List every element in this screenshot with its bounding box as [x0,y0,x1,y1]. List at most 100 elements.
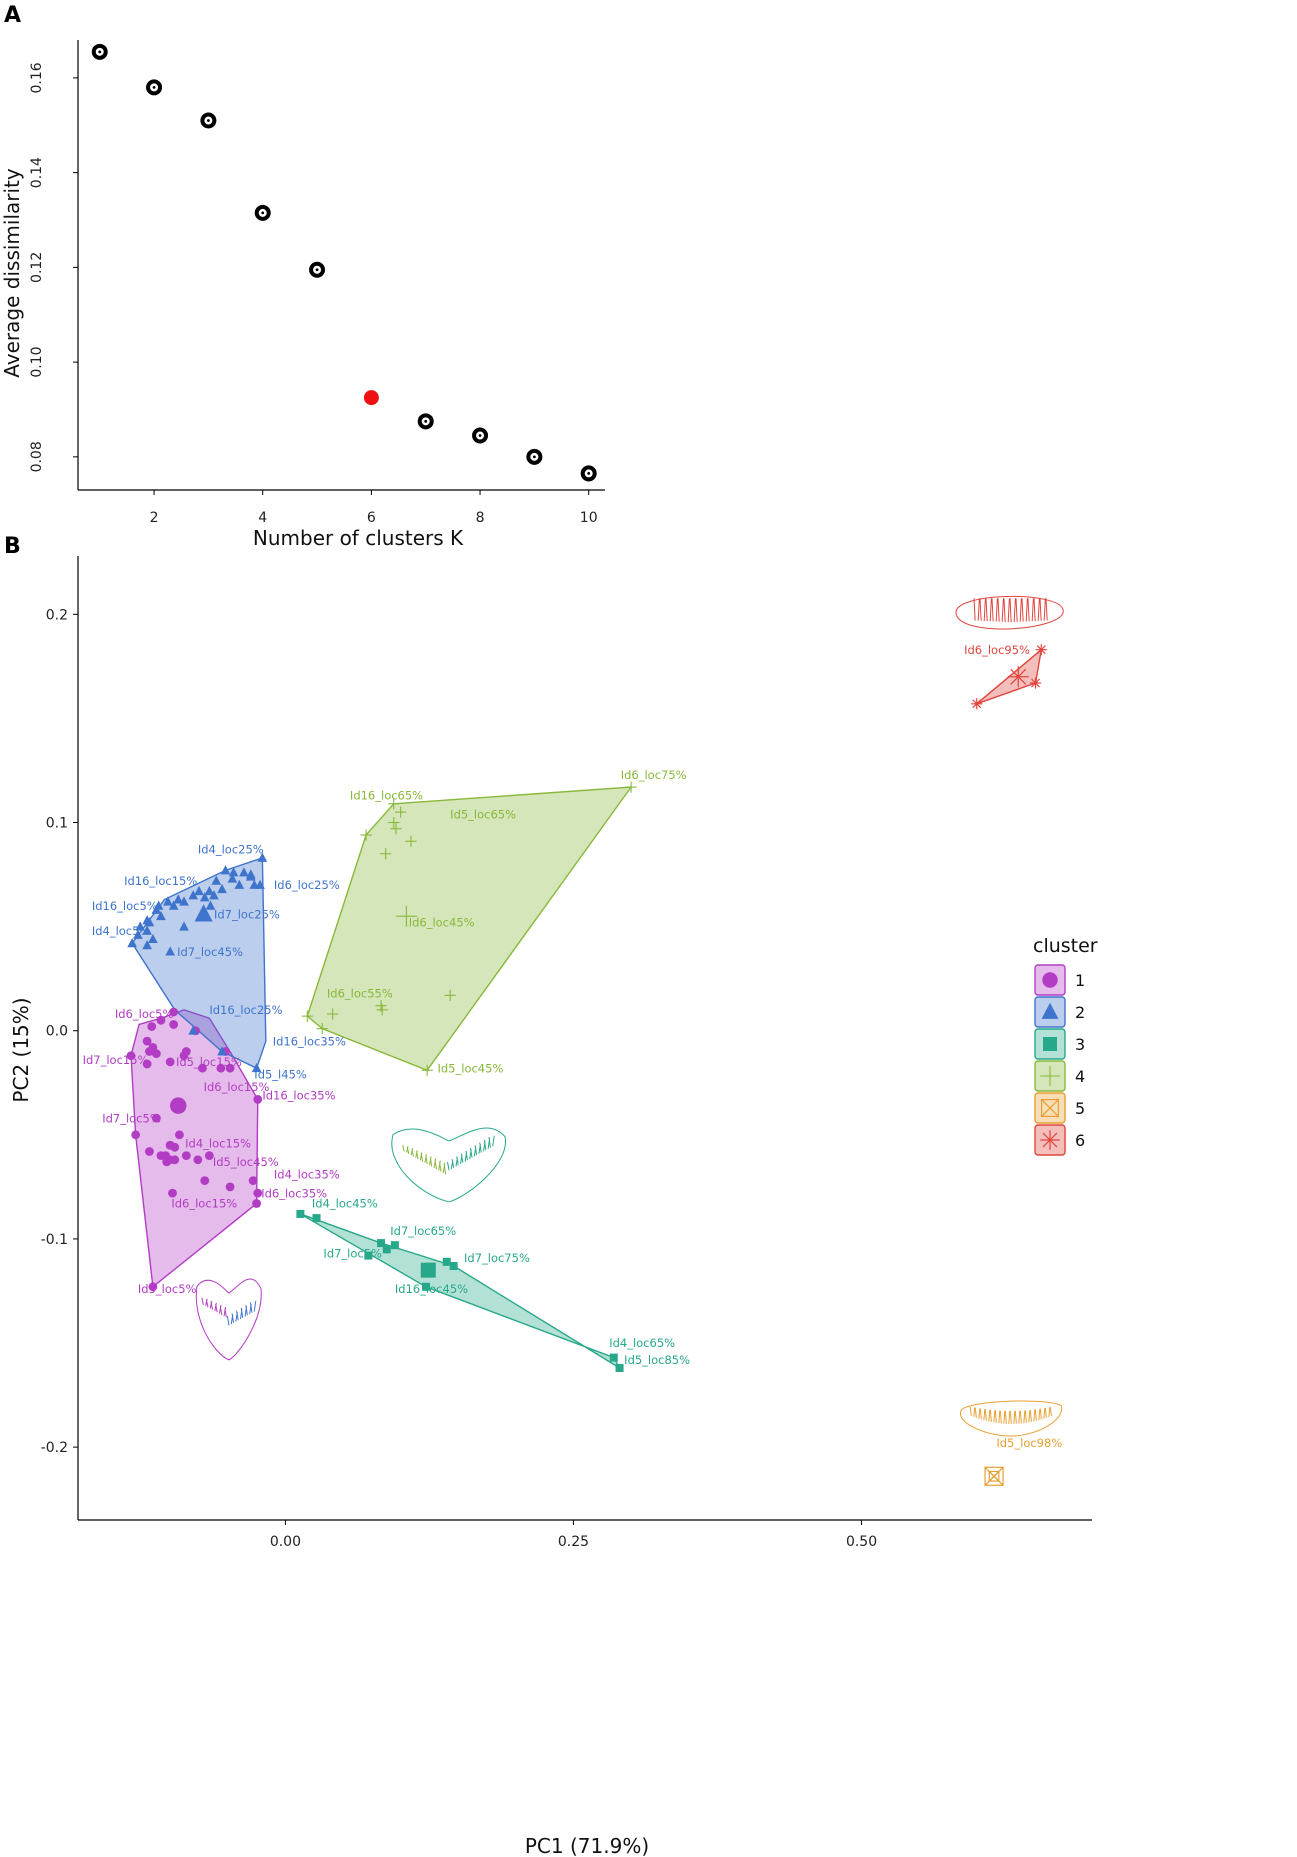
cluster-1-point [253,1188,263,1198]
cluster-1-point [198,1063,207,1073]
cluster-4-point [301,1010,313,1022]
point-label: Id7_loc5% [323,1247,382,1261]
legend-marker-1 [1042,972,1058,988]
cluster-3-point [390,1241,399,1250]
cluster-1-point [147,1022,157,1031]
legend-label-6: 6 [1075,1131,1085,1150]
legend-marker-4 [1040,1066,1060,1086]
cluster-2-point [257,852,268,862]
cluster-3-point [382,1245,391,1254]
y-tick-label: -0.2 [41,1440,68,1456]
cluster-1-point [142,1036,152,1046]
legend-label-4: 4 [1075,1067,1085,1086]
highlight-point [363,390,379,406]
cluster-4-point [444,989,456,1001]
cluster-3-point [609,1353,618,1362]
cluster-2-point [209,890,219,900]
cluster-4-point [395,806,407,818]
cluster-1-point [200,1176,210,1186]
elbow-point-center [152,85,156,89]
cluster-3-centroid [420,1262,436,1278]
otolith-outline-5 [959,1400,1062,1437]
cluster-1-point [216,1063,226,1073]
y-tick-label: 0.12 [29,252,45,283]
cluster-2-point [246,871,256,881]
point-label: Id5_loc85% [624,1353,690,1367]
cluster-3-point [377,1239,386,1248]
cluster-2-point [153,900,164,910]
y-tick-label: 0.10 [29,347,45,378]
cluster-1-point [170,1155,180,1165]
point-label: Id5_loc65% [450,807,516,821]
cluster-2-centroid [194,904,213,922]
cluster-2-point [156,910,166,921]
point-label: Id6_loc25% [274,878,340,892]
elbow-point-center [206,119,210,122]
cluster-1-point [151,1049,161,1059]
point-label: Id16_loc35% [262,1088,335,1102]
panel-a-y-label: Average dissimilarity [0,168,24,378]
point-label: Id5_loc15% [176,1055,242,1069]
legend-title: cluster [1033,935,1098,957]
panel-b-legend: cluster 1 2 3 4 5 6 [1033,935,1098,1156]
point-label: Id16_loc15% [124,874,197,888]
cluster-2-point [211,875,222,885]
panel-a-elbow-plot: A 2 4 6 8 10 0.08 0.10 0.12 0.14 0.16 Number of … [0,3,605,550]
legend-marker-3 [1043,1037,1057,1051]
legend-marker-5 [1040,1098,1059,1117]
cluster-2-point [239,867,249,877]
cluster-2-point [205,900,216,910]
cluster-4-point [625,781,637,793]
cluster-3-point [296,1209,305,1218]
point-label: Id6_loc45% [409,916,475,930]
legend-label-3: 3 [1075,1035,1085,1054]
elbow-point-center [315,268,319,272]
cluster-1-point [162,1157,172,1167]
cluster-2-point [217,883,227,894]
cluster-1-point [156,1151,166,1161]
cluster-3-point [442,1257,451,1266]
cluster-2-point [165,946,176,956]
panel-a-y-ticks: 0.08 0.10 0.12 0.14 0.16 [29,62,78,472]
y-tick-label: 0.08 [29,441,45,472]
otolith-outline-12 [195,1278,262,1361]
cluster-1-point [225,1063,235,1073]
cluster-2-point [217,1046,227,1056]
cluster-1-point [181,1047,191,1056]
cluster-1-point [204,1151,214,1161]
point-label: Id6_loc75% [621,768,687,782]
cluster-2-point [163,896,173,906]
cluster-6-point [1029,677,1042,689]
point-label: Id4_loc45% [312,1197,378,1211]
point-label: Id5_loc98% [996,1436,1062,1450]
point-label: Id4_loc5% [92,924,151,938]
cluster-2-point [142,915,152,925]
y-tick-label: 0.14 [29,157,45,188]
cluster-1-point [175,1130,184,1140]
point-label: Id5_loc45% [438,1061,504,1075]
panel-b-points [126,644,1047,1486]
elbow-point-center [98,50,102,54]
point-label: Id6_loc15% [204,1080,270,1094]
otolith-outline-34 [391,1127,506,1203]
elbow-point-center [532,455,536,459]
cluster-2-point [220,865,231,875]
cluster-1-point [156,1015,166,1025]
cluster-4-point [421,1064,433,1076]
panel-a-points [91,43,597,482]
x-tick-label: 10 [580,510,598,526]
cluster-4-point [327,1008,339,1020]
cluster-2-point [179,921,189,931]
cluster-1-point [169,1020,179,1029]
legend-label-2: 2 [1075,1003,1085,1022]
panel-b-pca-plot: B Id6_loc5% Id7_loc15% Id5_loc15% Id6_loc15… [4,534,1098,1857]
cluster-3-point [364,1251,373,1260]
cluster-2-point [234,879,245,889]
point-label: Id16_loc35% [273,1034,346,1048]
y-tick-label: -0.1 [41,1232,68,1248]
point-label: Id6_loc15% [171,1197,237,1211]
cluster-4-point [316,1023,328,1035]
cluster-2-point [148,933,158,944]
cluster-4-centroid [395,905,417,927]
cluster-1-point [225,1182,235,1192]
